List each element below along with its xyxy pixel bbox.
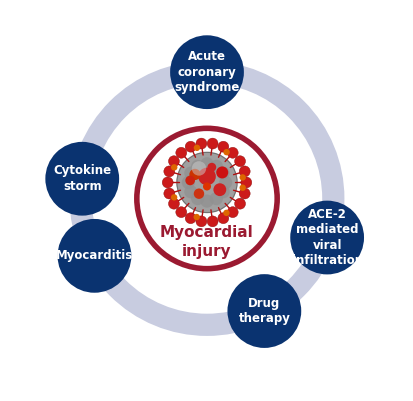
- Circle shape: [213, 183, 225, 196]
- Circle shape: [177, 152, 233, 207]
- Circle shape: [234, 156, 245, 167]
- Circle shape: [136, 128, 277, 269]
- Circle shape: [180, 158, 235, 213]
- Circle shape: [171, 194, 177, 200]
- Circle shape: [176, 156, 231, 211]
- Circle shape: [198, 168, 215, 185]
- Circle shape: [193, 145, 199, 151]
- Circle shape: [239, 188, 249, 199]
- Circle shape: [189, 169, 200, 180]
- Circle shape: [209, 160, 223, 173]
- Circle shape: [181, 153, 237, 208]
- Circle shape: [216, 185, 229, 198]
- Text: Drug
therapy: Drug therapy: [238, 297, 290, 325]
- Circle shape: [206, 138, 218, 149]
- Circle shape: [182, 155, 237, 210]
- Circle shape: [206, 216, 218, 227]
- Circle shape: [234, 198, 245, 209]
- Circle shape: [193, 214, 199, 220]
- Circle shape: [200, 157, 213, 170]
- Circle shape: [185, 213, 196, 224]
- Circle shape: [195, 216, 206, 227]
- Circle shape: [290, 200, 363, 274]
- Circle shape: [176, 207, 186, 218]
- Circle shape: [239, 166, 249, 177]
- Circle shape: [216, 166, 228, 178]
- Circle shape: [223, 210, 229, 216]
- Circle shape: [207, 163, 216, 172]
- Circle shape: [191, 161, 206, 176]
- Circle shape: [176, 147, 186, 158]
- Circle shape: [180, 152, 235, 207]
- Circle shape: [170, 35, 243, 109]
- Circle shape: [202, 182, 211, 190]
- Circle shape: [209, 192, 223, 205]
- Circle shape: [168, 156, 179, 167]
- Text: Myocarditis: Myocarditis: [56, 249, 133, 262]
- Text: Acute
coronary
syndrome: Acute coronary syndrome: [174, 50, 239, 94]
- Circle shape: [200, 194, 213, 208]
- Circle shape: [185, 141, 196, 152]
- Circle shape: [227, 147, 237, 158]
- Circle shape: [171, 164, 177, 170]
- Circle shape: [239, 174, 245, 180]
- Text: Myocardial
injury: Myocardial injury: [160, 225, 253, 259]
- Circle shape: [184, 166, 197, 180]
- Circle shape: [190, 192, 204, 205]
- Circle shape: [162, 177, 173, 188]
- Circle shape: [223, 149, 229, 155]
- Circle shape: [240, 177, 251, 188]
- Circle shape: [164, 188, 174, 199]
- Circle shape: [164, 166, 174, 177]
- Circle shape: [185, 176, 195, 185]
- Circle shape: [176, 154, 231, 209]
- Circle shape: [177, 158, 233, 213]
- Circle shape: [181, 157, 237, 212]
- Circle shape: [181, 176, 195, 189]
- Circle shape: [239, 184, 245, 191]
- Circle shape: [195, 138, 206, 149]
- Circle shape: [184, 185, 197, 198]
- Text: ACE-2
mediated
viral
infiltration: ACE-2 mediated viral infiltration: [291, 208, 362, 267]
- Circle shape: [168, 198, 179, 209]
- Circle shape: [218, 176, 232, 189]
- Circle shape: [217, 141, 228, 152]
- Circle shape: [227, 207, 237, 218]
- Circle shape: [57, 219, 131, 293]
- Circle shape: [227, 274, 301, 348]
- Circle shape: [190, 160, 204, 173]
- Circle shape: [216, 166, 229, 180]
- Circle shape: [45, 142, 119, 216]
- Circle shape: [176, 152, 237, 213]
- Circle shape: [217, 213, 228, 224]
- Circle shape: [193, 188, 204, 199]
- Text: Cytokine
storm: Cytokine storm: [53, 164, 111, 193]
